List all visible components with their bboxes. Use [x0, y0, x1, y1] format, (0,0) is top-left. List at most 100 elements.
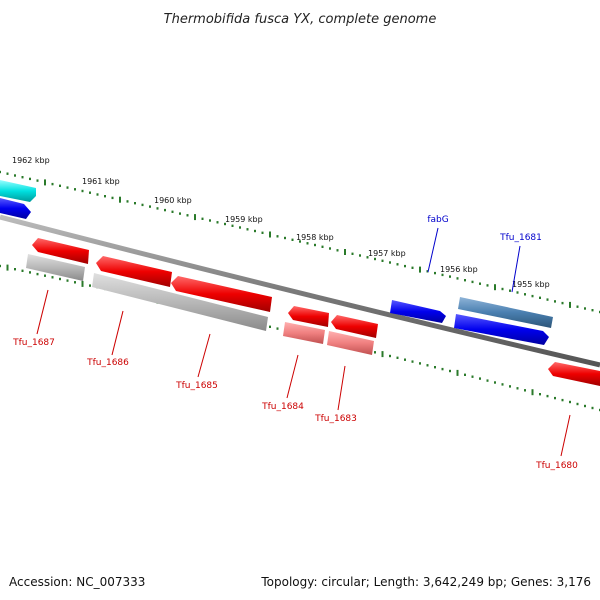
minor-tick: [291, 238, 294, 241]
minor-tick: [21, 269, 24, 272]
minor-tick: [539, 393, 541, 396]
gene-label-Tfu_1685[interactable]: Tfu_1685: [175, 381, 218, 391]
gene-Tfu_1686-feature[interactable]: [92, 273, 268, 331]
minor-tick: [509, 385, 511, 388]
minor-tick: [389, 354, 391, 358]
minor-tick: [149, 205, 151, 208]
minor-tick: [51, 182, 54, 186]
gene-label-Tfu_1686[interactable]: Tfu_1686: [86, 358, 129, 368]
gene-Tfu_1683-feature[interactable]: [327, 331, 374, 355]
major-tick: [419, 266, 421, 273]
minor-tick: [396, 263, 399, 266]
minor-tick: [239, 226, 241, 229]
minor-tick: [276, 327, 279, 330]
minor-tick: [426, 364, 429, 367]
minor-tick: [276, 235, 279, 238]
minor-tick: [546, 298, 549, 301]
minor-tick: [591, 406, 594, 410]
minor-tick: [531, 294, 534, 298]
minor-tick: [389, 261, 391, 264]
rna-feature[interactable]: [0, 180, 36, 202]
minor-tick: [209, 219, 211, 222]
minor-tick: [404, 358, 406, 361]
minor-tick: [426, 270, 429, 273]
gene-Tfu_1684[interactable]: [288, 306, 329, 327]
tick-label-1959: 1959 kbp: [225, 215, 263, 224]
minor-tick: [419, 362, 421, 365]
minor-tick: [584, 404, 586, 408]
gene-label-Tfu_1683[interactable]: Tfu_1683: [314, 414, 357, 424]
minor-tick: [554, 300, 556, 303]
tick-label-1956: 1956 kbp: [440, 265, 478, 274]
tick-label-1961: 1961 kbp: [82, 177, 120, 186]
minor-tick: [29, 271, 31, 274]
gene-Tfu_1687-feature[interactable]: [26, 254, 85, 281]
minor-tick: [434, 271, 436, 275]
gene-Tfu_1684-feature[interactable]: [283, 322, 325, 344]
gene-label-fabG[interactable]: fabG: [427, 215, 448, 225]
minor-tick: [299, 240, 301, 243]
minor-tick: [374, 257, 376, 261]
minor-tick: [524, 389, 526, 392]
Tfu_1687-connector: [36, 289, 49, 335]
gene-Tfu_1685[interactable]: [171, 276, 272, 312]
minor-tick: [464, 279, 466, 282]
minor-tick: [36, 272, 39, 276]
Tfu_1683-connector: [337, 365, 346, 411]
minor-tick: [539, 296, 541, 299]
minor-tick: [59, 277, 61, 281]
major-tick: [269, 231, 271, 238]
tick-label-1955: 1955 kbp: [512, 280, 550, 289]
minor-tick: [59, 184, 61, 187]
genome-summary: Topology: circular; Length: 3,642,249 bp…: [260, 575, 591, 589]
minor-tick: [51, 276, 54, 279]
gene-label-Tfu_1680[interactable]: Tfu_1680: [535, 461, 578, 471]
major-tick: [531, 389, 534, 396]
gene-Tfu_1681-feature[interactable]: [458, 297, 553, 328]
minor-tick: [464, 373, 466, 376]
gene-Tfu_1686[interactable]: [96, 256, 172, 287]
minor-tick: [509, 289, 511, 292]
gene-fabG[interactable]: [390, 300, 446, 323]
minor-tick: [449, 275, 451, 278]
minor-tick: [126, 200, 129, 203]
gene-label-Tfu_1684[interactable]: Tfu_1684: [261, 402, 304, 412]
minor-tick: [0, 264, 1, 268]
outer-tick-row: [0, 170, 600, 314]
major-tick: [456, 369, 459, 376]
minor-tick: [44, 274, 46, 277]
map-title: Thermobifida fusca YX, complete genome: [164, 12, 437, 27]
minor-tick: [36, 179, 39, 182]
minor-tick: [0, 170, 1, 174]
minor-tick: [21, 176, 24, 179]
minor-tick: [441, 273, 444, 277]
minor-tick: [516, 387, 519, 390]
minor-tick: [306, 242, 309, 245]
gene-label-Tfu_1681[interactable]: Tfu_1681: [499, 233, 542, 243]
minor-tick: [66, 186, 69, 189]
minor-tick: [456, 277, 459, 280]
minor-tick: [141, 203, 144, 207]
gene-Tfu_1683[interactable]: [331, 315, 378, 338]
tick-label-1960: 1960 kbp: [154, 196, 192, 205]
major-tick: [494, 284, 496, 291]
minor-tick: [449, 369, 451, 373]
minor-tick: [164, 208, 166, 212]
major-tick: [44, 179, 46, 186]
Tfu_1680-connector: [560, 414, 571, 457]
gene-label-Tfu_1687[interactable]: Tfu_1687: [12, 338, 55, 348]
minor-tick: [516, 291, 519, 294]
minor-tick: [569, 400, 571, 404]
gene-Tfu_1681[interactable]: [454, 314, 549, 345]
minor-tick: [14, 268, 16, 271]
major-tick: [344, 249, 346, 255]
gene-Tfu_1687[interactable]: [32, 238, 89, 264]
minor-tick: [171, 210, 174, 213]
gene-Tfu_1680[interactable]: [548, 362, 600, 386]
minor-tick: [321, 245, 324, 248]
minor-tick: [351, 252, 354, 255]
tick-label-1957: 1957 kbp: [368, 249, 406, 258]
gene-forward-left-edge[interactable]: [0, 198, 31, 219]
minor-tick: [216, 221, 219, 224]
minor-tick: [224, 222, 226, 226]
